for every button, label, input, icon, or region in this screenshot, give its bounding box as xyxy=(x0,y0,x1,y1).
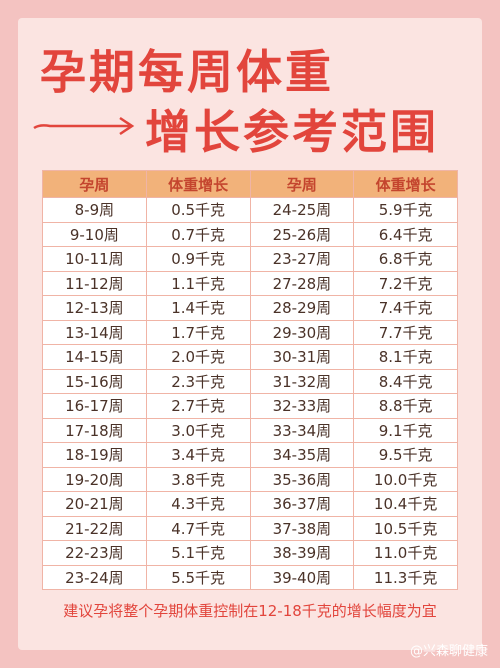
table-cell: 10.0千克 xyxy=(353,466,458,492)
column-header: 孕周 xyxy=(42,170,147,198)
table-cell: 21-22周 xyxy=(42,515,147,541)
table-cell: 35-36周 xyxy=(249,466,355,492)
table-cell: 28-29周 xyxy=(249,295,355,321)
table-row: 8-9周 0.5千克 24-25周 5.9千克 xyxy=(42,197,458,223)
table-cell: 24-25周 xyxy=(249,197,355,223)
table-cell: 16-17周 xyxy=(42,393,147,419)
table-body: 8-9周 0.5千克 24-25周 5.9千克 9-10周 0.7千克 25-26周 6.4千… xyxy=(42,197,458,590)
table-cell: 32-33周 xyxy=(249,393,355,419)
table-cell: 0.5千克 xyxy=(145,197,251,223)
table-cell: 0.9千克 xyxy=(145,246,251,272)
table-cell: 3.4千克 xyxy=(145,442,251,468)
table-cell: 33-34周 xyxy=(249,417,355,443)
table-cell: 11-12周 xyxy=(42,270,147,296)
table-cell: 14-15周 xyxy=(42,344,147,370)
table-cell: 8.4千克 xyxy=(353,368,458,394)
table-row: 19-20周 3.8千克 35-36周 10.0千克 xyxy=(42,466,458,492)
table-cell: 5.1千克 xyxy=(145,540,251,566)
table-cell: 9-10周 xyxy=(42,221,147,247)
table-cell: 10.5千克 xyxy=(353,515,458,541)
table-cell: 38-39周 xyxy=(249,540,355,566)
table-cell: 4.7千克 xyxy=(145,515,251,541)
table-cell: 34-35周 xyxy=(249,442,355,468)
table-row: 10-11周 0.9千克 23-27周 6.8千克 xyxy=(42,246,458,272)
table-cell: 11.0千克 xyxy=(353,540,458,566)
column-header: 孕周 xyxy=(249,170,355,198)
footer-note: 建议孕将整个孕期体重控制在12-18千克的增长幅度为宜 xyxy=(63,602,437,620)
table-row: 13-14周 1.7千克 29-30周 7.7千克 xyxy=(42,319,458,345)
table-cell: 2.0千克 xyxy=(145,344,251,370)
table-row: 17-18周 3.0千克 33-34周 9.1千克 xyxy=(42,417,458,443)
table-cell: 1.7千克 xyxy=(145,319,251,345)
table-cell: 11.3千克 xyxy=(353,564,458,590)
title-line-1: 孕期每周体重 xyxy=(40,45,334,99)
table-cell: 15-16周 xyxy=(42,368,147,394)
table-cell: 8-9周 xyxy=(42,197,147,223)
column-header: 体重增长 xyxy=(353,170,458,198)
table-cell: 37-38周 xyxy=(249,515,355,541)
table-cell: 7.2千克 xyxy=(353,270,458,296)
table-cell: 17-18周 xyxy=(42,417,147,443)
table-row: 22-23周 5.1千克 38-39周 11.0千克 xyxy=(42,540,458,566)
table-cell: 10.4千克 xyxy=(353,491,458,517)
table-cell: 20-21周 xyxy=(42,491,147,517)
table-cell: 29-30周 xyxy=(249,319,355,345)
table-cell: 27-28周 xyxy=(249,270,355,296)
table-cell: 1.4千克 xyxy=(145,295,251,321)
table-cell: 4.3千克 xyxy=(145,491,251,517)
table-cell: 10-11周 xyxy=(42,246,147,272)
table-row: 16-17周 2.7千克 32-33周 8.8千克 xyxy=(42,393,458,419)
table-cell: 0.7千克 xyxy=(145,221,251,247)
table-cell: 8.1千克 xyxy=(353,344,458,370)
table-cell: 2.7千克 xyxy=(145,393,251,419)
table-cell: 6.8千克 xyxy=(353,246,458,272)
table-cell: 30-31周 xyxy=(249,344,355,370)
table-cell: 19-20周 xyxy=(42,466,147,492)
table-row: 12-13周 1.4千克 28-29周 7.4千克 xyxy=(42,295,458,321)
table-cell: 39-40周 xyxy=(249,564,355,590)
table-cell: 5.5千克 xyxy=(145,564,251,590)
table-row: 9-10周 0.7千克 25-26周 6.4千克 xyxy=(42,221,458,247)
table-cell: 31-32周 xyxy=(249,368,355,394)
table-cell: 3.0千克 xyxy=(145,417,251,443)
arrow xyxy=(33,116,135,136)
watermark: @兴森聊健康 xyxy=(409,644,488,659)
table-cell: 12-13周 xyxy=(42,295,147,321)
table-cell: 22-23周 xyxy=(42,540,147,566)
table-row: 21-22周 4.7千克 37-38周 10.5千克 xyxy=(42,515,458,541)
table-cell: 8.8千克 xyxy=(353,393,458,419)
title-line-2: 增长参考范围 xyxy=(145,105,439,159)
table-cell: 13-14周 xyxy=(42,319,147,345)
table-row: 11-12周 1.1千克 27-28周 7.2千克 xyxy=(42,270,458,296)
table-cell: 7.4千克 xyxy=(353,295,458,321)
table-cell: 23-24周 xyxy=(42,564,147,590)
table-cell: 36-37周 xyxy=(249,491,355,517)
table-cell: 9.5千克 xyxy=(353,442,458,468)
table-row: 15-16周 2.3千克 31-32周 8.4千克 xyxy=(42,368,458,394)
table-cell: 7.7千克 xyxy=(353,319,458,345)
table-row: 18-19周 3.4千克 34-35周 9.5千克 xyxy=(42,442,458,468)
table-cell: 2.3千克 xyxy=(145,368,251,394)
table-cell: 25-26周 xyxy=(249,221,355,247)
table-row: 20-21周 4.3千克 36-37周 10.4千克 xyxy=(42,491,458,517)
table-cell: 18-19周 xyxy=(42,442,147,468)
column-header: 体重增长 xyxy=(145,170,251,198)
table-cell: 5.9千克 xyxy=(353,197,458,223)
table-row: 23-24周 5.5千克 39-40周 11.3千克 xyxy=(42,564,458,590)
table-row: 14-15周 2.0千克 30-31周 8.1千克 xyxy=(42,344,458,370)
header-row: 孕周 体重增长 孕周 体重增长 xyxy=(42,170,458,198)
table-cell: 6.4千克 xyxy=(353,221,458,247)
weight-table: 孕周 体重增长 孕周 体重增长 8-9周 0.5千克 24-25周 5.9千克 9-10周 0.… xyxy=(42,170,458,590)
table-cell: 3.8千克 xyxy=(145,466,251,492)
table-cell: 9.1千克 xyxy=(353,417,458,443)
table-cell: 1.1千克 xyxy=(145,270,251,296)
table-cell: 23-27周 xyxy=(249,246,355,272)
